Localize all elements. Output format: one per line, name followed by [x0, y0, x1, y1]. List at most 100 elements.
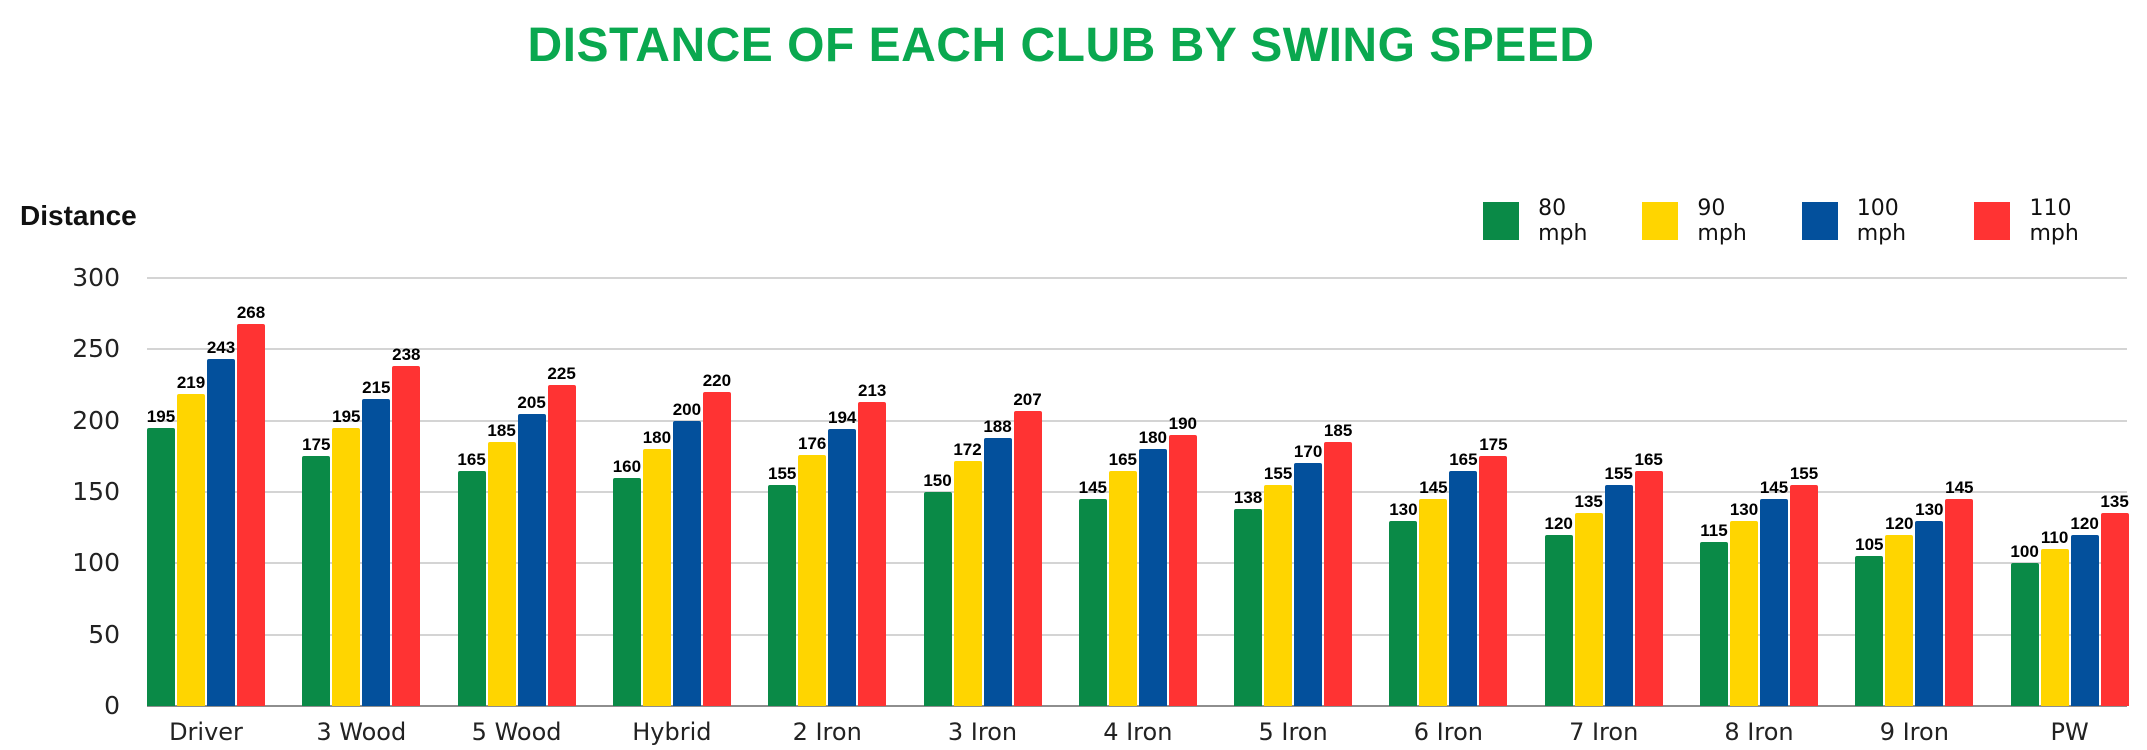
- bar: [1760, 499, 1788, 706]
- legend-swatch: [1642, 202, 1679, 240]
- bar-value-label: 145: [1078, 478, 1107, 498]
- bar-value-label: 238: [392, 345, 421, 365]
- bar-value-label: 170: [1293, 442, 1323, 462]
- x-tick-label: Driver: [169, 718, 243, 746]
- gridline: [147, 633, 2127, 636]
- legend-label: 90 mph: [1697, 196, 1747, 246]
- bar: [1264, 484, 1293, 706]
- y-tick-label: 0: [104, 691, 120, 720]
- gridline: [147, 562, 2127, 565]
- gridline: [147, 491, 2127, 493]
- bar-value-label: 135: [1574, 492, 1603, 512]
- gridline: [147, 348, 2127, 351]
- bar-value-label: 268: [236, 302, 266, 322]
- plot-area: 195 219 243 268 Driver 175 195 215 238 3 Wood 165 1…: [147, 0, 2129, 750]
- x-tick-label: 7 Iron: [1569, 718, 1639, 746]
- bar-value-label: 130: [1915, 499, 1944, 519]
- x-tick-label: 8 Iron: [1724, 718, 1794, 746]
- bar: [1449, 470, 1478, 706]
- legend-swatch: [1974, 202, 2011, 240]
- bar: [953, 460, 982, 706]
- bar: [768, 484, 797, 706]
- bar: [798, 454, 827, 706]
- bar: [642, 449, 671, 706]
- x-tick-label: 4 Iron: [1103, 718, 1173, 746]
- bar: [207, 359, 235, 706]
- bar: [362, 399, 391, 706]
- bar: [457, 470, 486, 706]
- bar: [1324, 442, 1353, 706]
- bar-value-label: 172: [953, 439, 982, 459]
- bar: [1544, 534, 1573, 706]
- bar: [1078, 499, 1107, 706]
- bar-value-label: 155: [768, 463, 797, 483]
- bar-value-label: 205: [517, 392, 546, 412]
- gridline: [147, 419, 2127, 422]
- bar: [983, 437, 1012, 706]
- bar: [1168, 434, 1197, 706]
- bar-value-label: 165: [457, 449, 486, 469]
- bar-value-label: 155: [1263, 463, 1293, 483]
- bar-value-label: 135: [2100, 492, 2129, 512]
- bar-value-label: 219: [176, 372, 206, 392]
- bar: [177, 393, 205, 706]
- bar-value-label: 165: [1449, 449, 1478, 469]
- legend-label: 80 mph: [1538, 196, 1588, 246]
- bar: [923, 492, 952, 706]
- x-tick-label: 6 Iron: [1413, 718, 1483, 746]
- bar-value-label: 145: [1945, 478, 1974, 498]
- legend-item: 80 mph: [1483, 196, 1618, 246]
- bar-value-label: 225: [547, 364, 576, 383]
- bar-value-label: 100: [2010, 542, 2039, 562]
- x-tick-label: 3 Wood: [316, 718, 407, 746]
- bar: [1138, 449, 1167, 706]
- bar-value-label: 130: [1389, 499, 1418, 519]
- legend-item: 90 mph: [1642, 196, 1777, 246]
- bar-value-label: 176: [798, 433, 827, 453]
- x-tick-label: Hybrid: [632, 718, 712, 746]
- bar-value-label: 110: [2040, 528, 2069, 548]
- legend-item: 100 mph: [1801, 196, 1951, 246]
- bar: [1945, 499, 1974, 706]
- legend: 80 mph 90 mph 100 mph 110 mph: [1483, 196, 2147, 246]
- bar: [2040, 549, 2069, 706]
- bar-value-label: 120: [1544, 513, 1573, 533]
- bar-value-label: 145: [1759, 478, 1789, 498]
- bar: [828, 429, 857, 706]
- y-tick-label: 150: [72, 477, 120, 506]
- bar-value-label: 165: [1634, 449, 1663, 469]
- bar-value-label: 215: [362, 378, 391, 398]
- x-tick-label: 9 Iron: [1879, 718, 1949, 746]
- bar-value-label: 145: [1419, 478, 1448, 498]
- bar: [332, 427, 361, 706]
- bar-value-label: 207: [1013, 389, 1042, 409]
- bar: [1885, 534, 1914, 706]
- bar-value-label: 175: [302, 435, 331, 455]
- bar: [1604, 484, 1633, 706]
- bar: [1790, 484, 1818, 706]
- bar-value-label: 213: [858, 381, 887, 401]
- chart-title: DISTANCE OF EACH CLUB BY SWING SPEED: [527, 19, 1595, 72]
- bar: [147, 427, 175, 706]
- bar: [672, 420, 701, 706]
- bar: [702, 392, 731, 706]
- bar: [302, 456, 331, 706]
- y-tick-label: 100: [72, 548, 120, 578]
- x-tick-label: 5 Wood: [471, 718, 562, 746]
- bar: [1419, 499, 1448, 706]
- bar: [1234, 509, 1263, 706]
- bar-value-label: 200: [672, 399, 702, 419]
- legend-swatch: [1801, 202, 1838, 240]
- bar: [2010, 563, 2039, 706]
- x-tick-label: 5 Iron: [1258, 718, 1328, 746]
- bar-value-label: 220: [702, 371, 732, 391]
- bar-value-label: 120: [1885, 513, 1914, 533]
- x-axis-line: [147, 705, 2127, 707]
- bar: [1730, 520, 1758, 706]
- bar-value-label: 190: [1168, 413, 1197, 433]
- bar-value-label: 180: [642, 428, 672, 448]
- bar: [237, 323, 265, 706]
- x-tick-label: PW: [2050, 718, 2089, 746]
- bar-value-label: 185: [487, 421, 516, 441]
- gridline: [147, 277, 2127, 279]
